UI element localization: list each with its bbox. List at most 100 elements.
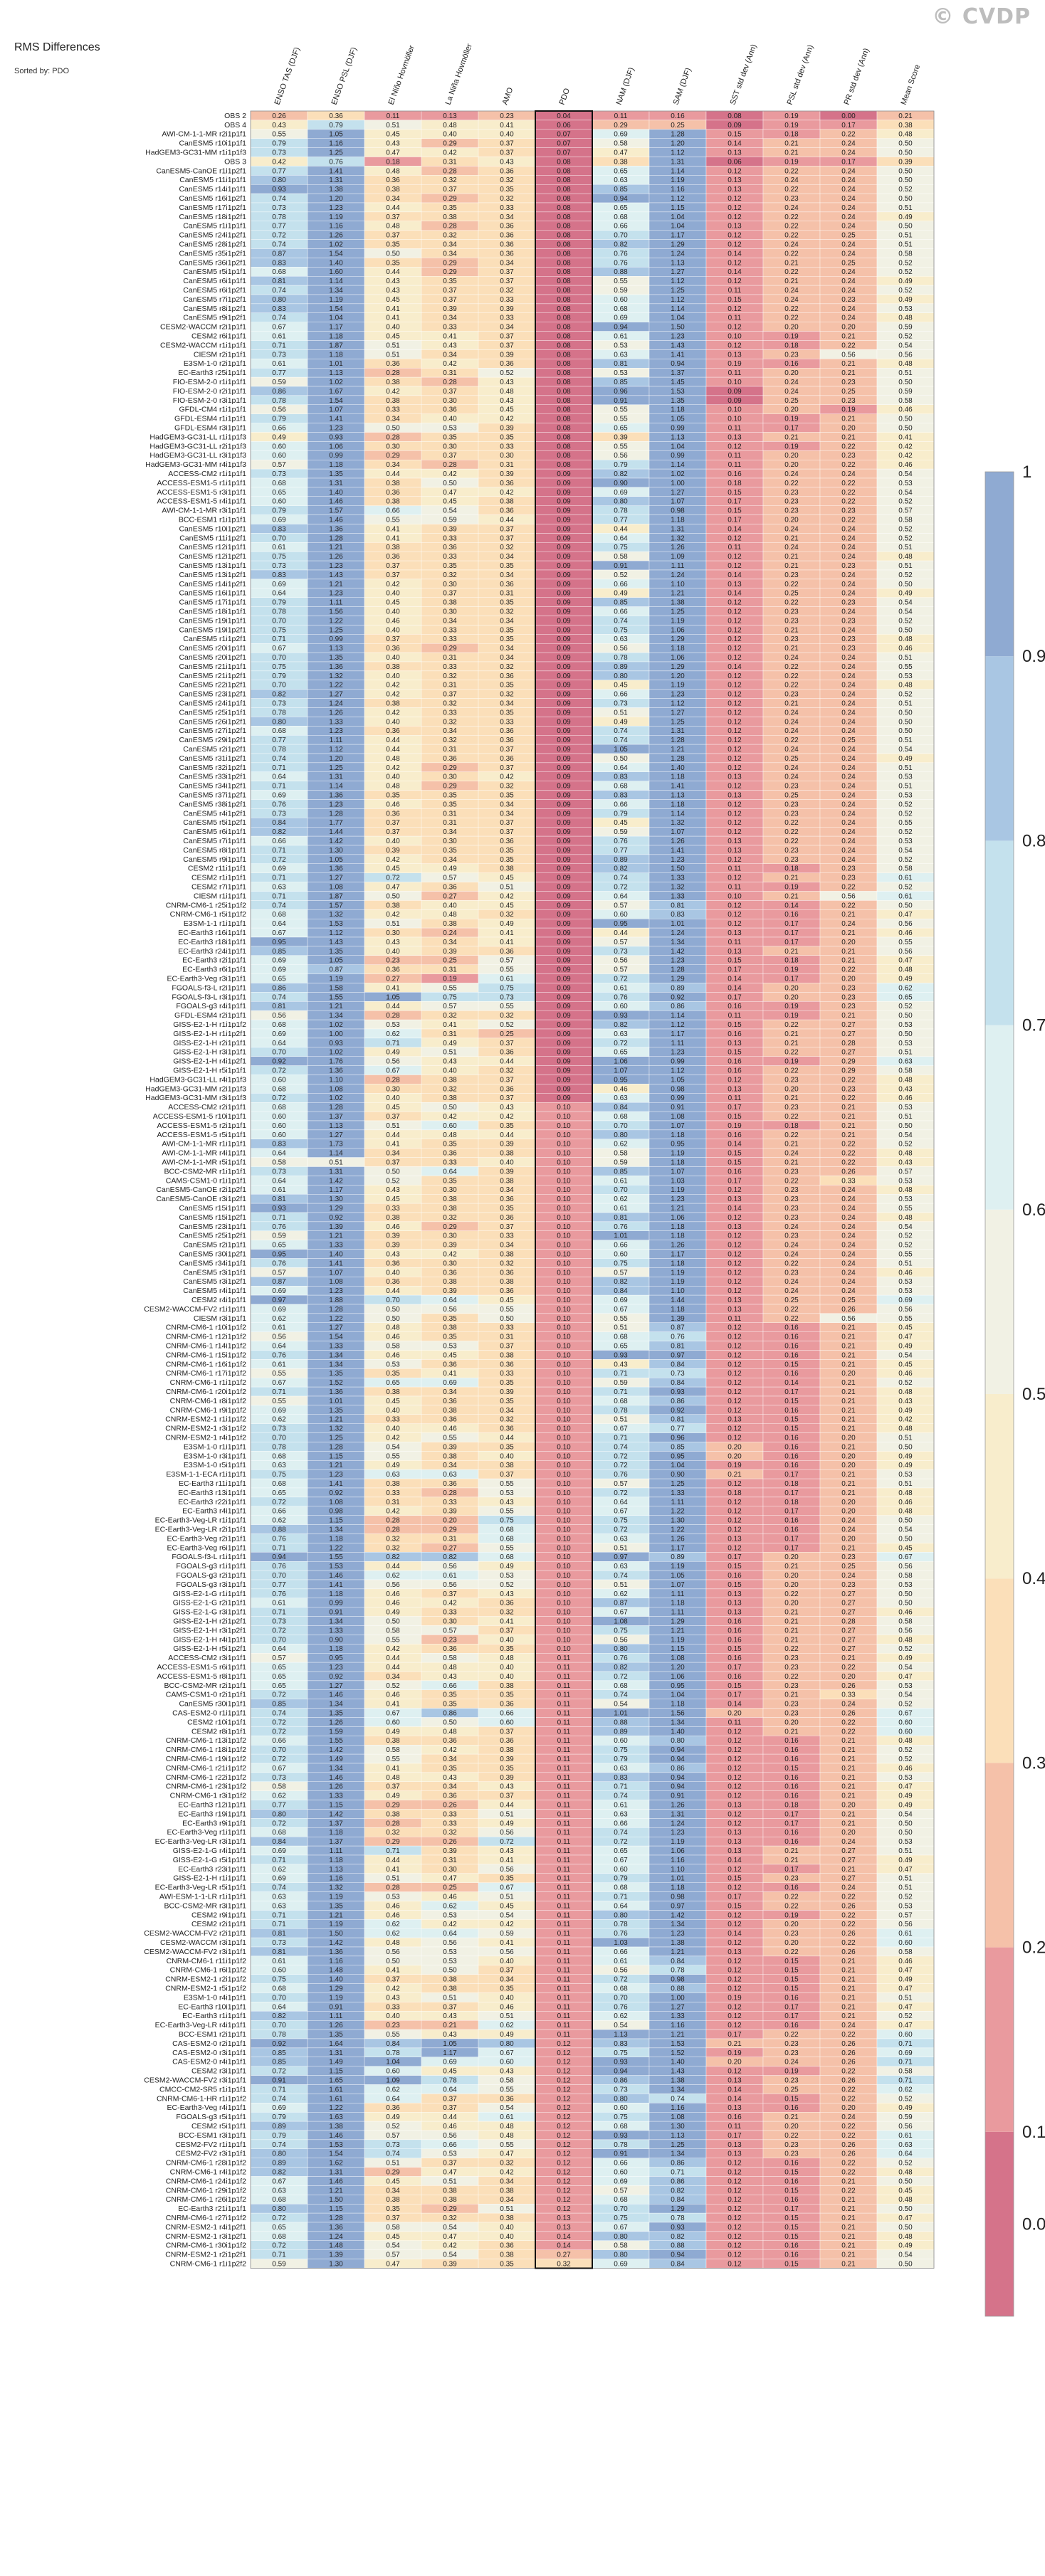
cell-value: 0.53	[500, 1489, 514, 1497]
cell-value: 0.09	[557, 1076, 571, 1084]
cell-value: 0.41	[500, 939, 514, 946]
cell-value: 0.21	[841, 369, 856, 377]
cell-value: 0.90	[614, 480, 628, 487]
cell-value: 1.34	[671, 1719, 685, 1726]
cell-value: 0.23	[784, 801, 799, 808]
cell-value: 0.27	[841, 1636, 856, 1644]
cell-value: 0.33	[841, 1177, 856, 1185]
cell-value: 0.68	[614, 1682, 628, 1690]
cell-value: 0.40	[386, 1425, 400, 1433]
cell-value: 0.24	[841, 774, 856, 781]
cell-value: 0.55	[500, 1508, 514, 1516]
cell-value: 0.24	[841, 1269, 856, 1277]
cell-value: 0.24	[841, 1572, 856, 1580]
cell-value: 0.21	[784, 149, 799, 157]
cell-value: 0.68	[272, 268, 286, 276]
cell-value: 0.51	[898, 783, 913, 791]
cell-value: 0.37	[500, 333, 514, 341]
cell-value: 0.42	[386, 581, 400, 588]
cell-value: 0.44	[500, 1131, 514, 1139]
cell-value: 0.61	[272, 360, 286, 368]
cell-value: 0.71	[272, 1388, 286, 1396]
cell-value: 0.10	[557, 1435, 571, 1442]
cell-value: 1.24	[671, 1820, 685, 1827]
cell-value: 0.27	[443, 1544, 457, 1552]
cell-value: 0.22	[784, 838, 799, 845]
cell-value: 0.55	[386, 517, 400, 524]
cell-value: 0.81	[671, 1343, 685, 1351]
cell-value: 0.37	[500, 534, 514, 542]
cell-value: 0.75	[272, 553, 286, 561]
cell-value: 0.70	[272, 1636, 286, 1644]
cell-value: 0.46	[386, 801, 400, 808]
cell-value: 1.07	[671, 1168, 685, 1176]
cell-value: 0.82	[272, 828, 286, 836]
row-label: CAMS-CSM1-0 r2i1p1f1	[166, 1691, 246, 1699]
cell-value: 0.31	[500, 590, 514, 598]
cell-value: 0.72	[272, 856, 286, 864]
cell-value: 0.40	[386, 948, 400, 956]
cell-value: 0.12	[728, 1737, 742, 1745]
cell-value: 0.62	[614, 1590, 628, 1598]
cell-value: 0.38	[443, 1407, 457, 1415]
cell-value: 0.69	[443, 1379, 457, 1387]
cell-value: 0.80	[272, 1810, 286, 1818]
cell-value: 0.24	[784, 204, 799, 212]
cell-value: 0.46	[386, 617, 400, 625]
cell-value: 0.97	[671, 1902, 685, 1910]
cell-value: 0.63	[614, 1563, 628, 1571]
cell-value: 0.51	[614, 1324, 628, 1332]
cell-value: 0.84	[614, 1287, 628, 1295]
cell-value: 0.78	[614, 1921, 628, 1928]
cell-value: 0.15	[728, 489, 742, 497]
cell-value: 0.95	[272, 1251, 286, 1259]
cell-value: 0.16	[728, 1627, 742, 1635]
cell-value: 0.68	[614, 305, 628, 313]
row-label: FIO-ESM-2-0 r2i1p1f1	[173, 387, 246, 396]
cell-value: 0.58	[614, 1150, 628, 1158]
cell-value: 0.89	[671, 984, 685, 992]
cell-value: 0.34	[443, 1756, 457, 1763]
cell-value: 0.08	[557, 425, 571, 433]
cell-value: 0.21	[784, 875, 799, 882]
cell-value: 0.22	[784, 1049, 799, 1057]
cell-value: 1.14	[671, 305, 685, 313]
cell-value: 0.09	[557, 700, 571, 708]
cell-value: 0.23	[841, 1085, 856, 1093]
cell-value: 1.18	[671, 1232, 685, 1240]
cell-value: 0.17	[784, 1388, 799, 1396]
cell-value: 0.25	[443, 1884, 457, 1892]
row-label: ACCESS-ESM1-5 r6i1p1f1	[157, 1663, 247, 1672]
cell-value: 0.59	[500, 1930, 514, 1938]
row-label: GISS-E2-1-H r3i1p2f1	[173, 1626, 246, 1635]
cell-value: 0.72	[614, 1462, 628, 1469]
cell-value: 1.25	[329, 764, 343, 772]
cell-value: 0.38	[500, 1278, 514, 1286]
cell-value: 0.22	[841, 884, 856, 892]
cell-value: 0.12	[728, 709, 742, 717]
cell-value: 0.95	[614, 1076, 628, 1084]
cell-value: 0.46	[898, 406, 913, 414]
cell-value: 0.53	[898, 792, 913, 800]
cell-value: 0.49	[898, 1802, 913, 1810]
cell-value: 0.76	[272, 1223, 286, 1231]
cell-value: 0.38	[500, 1251, 514, 1259]
cell-value: 0.35	[443, 1315, 457, 1323]
row-label: CNRM-CM6-1 r1i1p1f2	[170, 1378, 247, 1387]
cell-value: 0.65	[272, 976, 286, 983]
cell-value: 0.23	[784, 1269, 799, 1277]
cell-value: 0.34	[500, 617, 514, 625]
cell-value: 1.53	[329, 920, 343, 928]
cell-value: 0.83	[272, 259, 286, 267]
cell-value: 0.13	[728, 1829, 742, 1837]
cell-value: 0.36	[386, 489, 400, 497]
cell-value: 0.50	[898, 1012, 913, 1020]
row-label: CESM2 r9i1p1f1	[191, 1911, 246, 1919]
cell-value: 0.25	[784, 397, 799, 405]
cell-value: 0.50	[898, 1535, 913, 1543]
cell-value: 0.28	[386, 1820, 400, 1827]
cell-value: 0.41	[386, 1866, 400, 1874]
cell-value: 0.45	[386, 1398, 400, 1405]
cell-value: 0.24	[841, 700, 856, 708]
cell-value: 1.04	[671, 1691, 685, 1699]
